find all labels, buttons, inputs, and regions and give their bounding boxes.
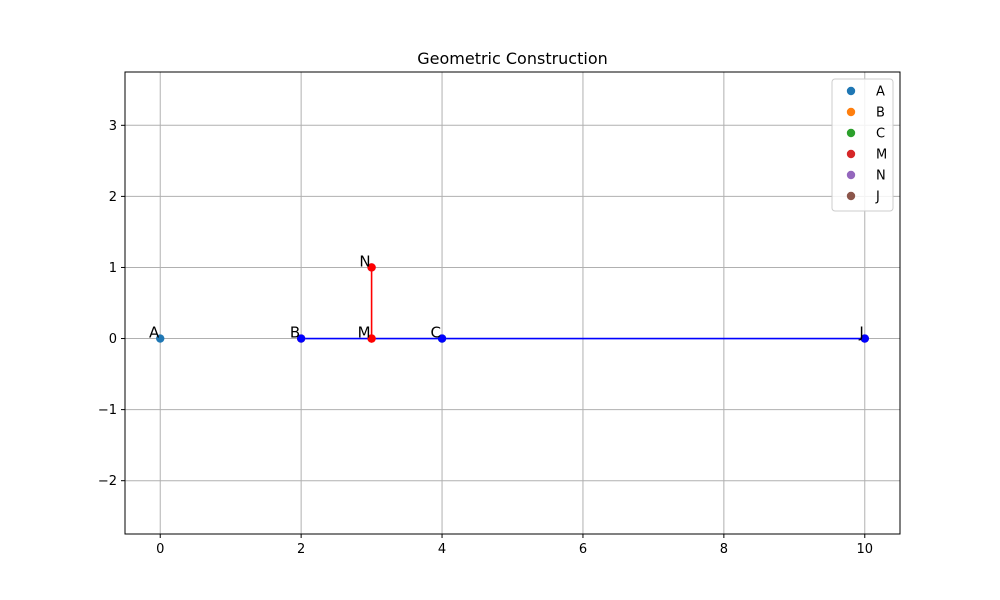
- x-tick-label: 2: [297, 542, 305, 557]
- legend-marker-j: [846, 191, 856, 201]
- point-m-overlay-marker: [367, 334, 376, 343]
- y-tick-label: 2: [109, 190, 117, 205]
- x-tick-label: 10: [856, 542, 873, 557]
- x-tick-label: 6: [579, 542, 587, 557]
- point-n-label: N: [359, 252, 370, 270]
- point-m-label: M: [358, 324, 371, 342]
- legend-label-a: A: [876, 85, 885, 100]
- construction-segments: [301, 267, 865, 340]
- legend-label-c: C: [876, 127, 885, 142]
- x-tick-label: 8: [720, 542, 728, 557]
- y-tick-label: −1: [98, 403, 117, 418]
- point-c-label: C: [431, 324, 441, 342]
- legend-label-j: J: [875, 190, 880, 205]
- construction-points: A B C M N J: [149, 252, 869, 343]
- legend-marker-m: [846, 149, 856, 159]
- legend-label-b: B: [876, 106, 885, 121]
- chart-title: Geometric Construction: [417, 49, 608, 68]
- point-c-overlay-marker: [437, 334, 447, 343]
- x-tick-label: 4: [438, 542, 446, 557]
- legend-marker-n: [846, 170, 856, 180]
- x-tick-label: 0: [156, 542, 164, 557]
- point-a-marker: [156, 334, 165, 343]
- legend-marker-c: [846, 128, 856, 138]
- point-j-label: J: [858, 324, 863, 342]
- point-a-label: A: [149, 324, 160, 342]
- y-tick-label: 3: [109, 119, 117, 134]
- y-tick-label: −2: [98, 474, 117, 489]
- y-tick-label: 0: [109, 332, 117, 347]
- point-b-overlay-marker: [296, 334, 306, 343]
- grid-lines: [125, 72, 900, 534]
- point-j-overlay-marker: [860, 334, 869, 343]
- axis-ticks: 0 2 4 6 8 10 −2 −1 0 1 2 3: [98, 119, 873, 557]
- plot-area-frame: [124, 71, 901, 535]
- legend-marker-b: [846, 107, 856, 117]
- point-n-overlay-marker: [367, 263, 376, 272]
- legend-label-m: M: [876, 148, 887, 163]
- legend-label-n: N: [876, 169, 886, 184]
- y-tick-label: 1: [109, 261, 117, 276]
- legend-marker-a: [846, 86, 856, 96]
- point-b-label: B: [290, 324, 300, 342]
